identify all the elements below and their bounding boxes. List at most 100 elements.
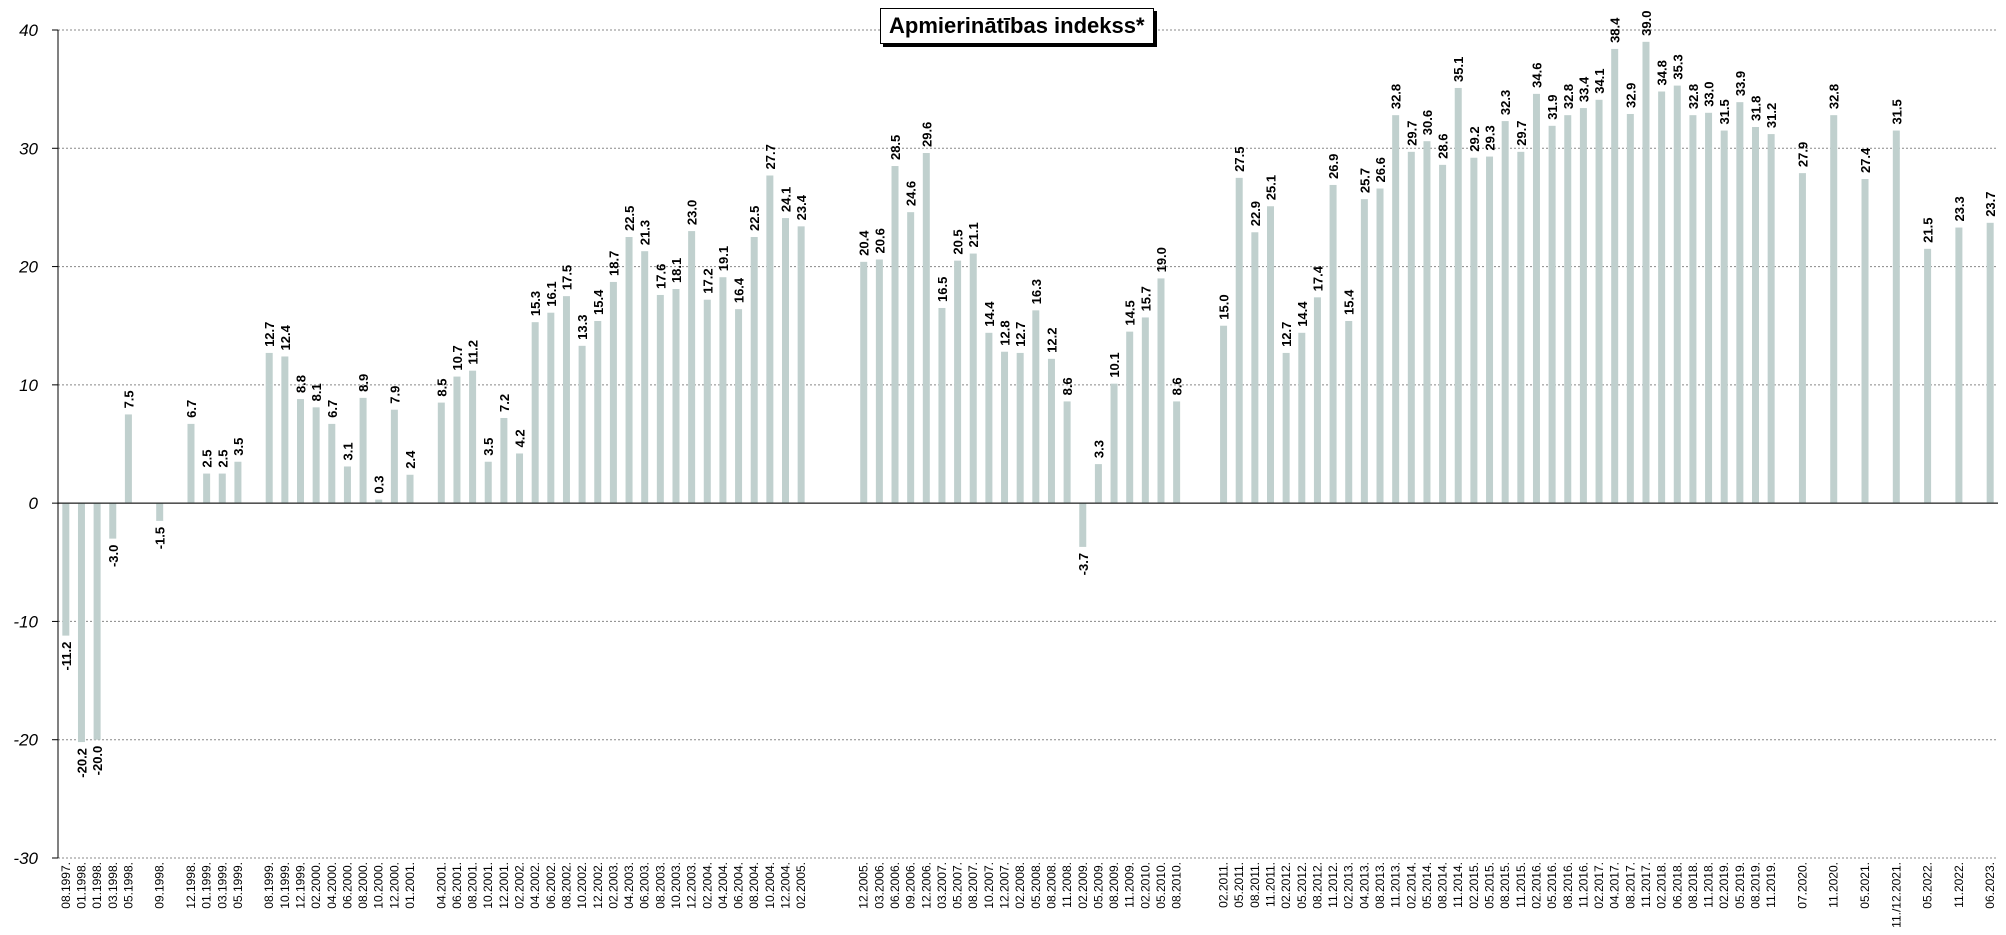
data-label: 21.5 [1921, 218, 1936, 243]
data-label: 12.7 [262, 322, 277, 347]
x-tick-label: 01.1998. [90, 862, 104, 909]
x-tick-label: 11.2018. [1702, 862, 1716, 908]
x-tick-label: 05.2010. [1154, 862, 1168, 909]
data-label: 14.4 [982, 301, 997, 327]
data-label: 12.8 [998, 320, 1013, 345]
x-tick-label: 12.1999. [294, 862, 308, 909]
bar [1345, 320, 1353, 504]
x-tick-label: 02.2004. [700, 862, 714, 909]
bar [1094, 464, 1102, 504]
data-label: 29.7 [1514, 121, 1529, 146]
x-tick-label: 04.2000. [325, 862, 339, 909]
data-label: 2.5 [200, 449, 215, 467]
data-label: 15.4 [1342, 289, 1357, 315]
x-tick-label: 08.2008. [1044, 862, 1058, 909]
bar [1548, 125, 1556, 504]
bar [1705, 112, 1713, 504]
bar [782, 218, 789, 504]
bar [1157, 278, 1165, 504]
x-tick-label: 02.2013. [1342, 862, 1356, 909]
data-label: 32.8 [1561, 84, 1576, 109]
y-tick-label: 20 [18, 258, 38, 277]
data-label: 25.7 [1357, 168, 1372, 193]
x-tick-label: 08.2010. [1170, 862, 1184, 909]
bar [390, 409, 398, 504]
x-tick-label: 05.2016. [1545, 862, 1559, 909]
x-tick-label: 10.2007. [982, 862, 996, 909]
x-tick-label: 12.1998. [184, 862, 198, 909]
data-label: 33.9 [1733, 71, 1748, 96]
data-label: 23.0 [685, 200, 700, 225]
bar [1986, 222, 1994, 504]
bar [688, 231, 696, 504]
y-tick-label: 40 [19, 21, 38, 40]
data-label: 17.4 [1310, 265, 1325, 291]
data-label: 27.5 [1232, 147, 1247, 172]
data-label: 27.9 [1795, 142, 1810, 167]
bar [1313, 297, 1321, 504]
axis-layer: -30 -20 -10 0 10 20 30 40 [13, 21, 1998, 868]
data-label: 8.8 [294, 375, 309, 393]
x-tick-label: 10.2004. [763, 862, 777, 909]
bar [437, 402, 445, 504]
x-tick-label: 10.2003. [669, 862, 683, 909]
bar [656, 294, 664, 504]
x-tick-label: 08.2011. [1248, 862, 1262, 908]
x-tick-label: 12.2004. [779, 862, 793, 909]
y-tick-label: -10 [13, 612, 38, 631]
data-label: 16.4 [732, 277, 747, 303]
x-tick-label: 01.1999. [200, 862, 214, 909]
bar [1689, 115, 1697, 504]
data-label: 29.2 [1467, 126, 1482, 151]
data-label: 15.0 [1217, 294, 1232, 319]
data-label: 15.7 [1138, 286, 1153, 311]
x-tick-label: 08.2018. [1686, 862, 1700, 909]
x-tick-label: 08.1999. [262, 862, 276, 909]
data-label: 24.6 [904, 181, 919, 206]
x-tick-label: 08.2014. [1436, 862, 1450, 909]
bar [1439, 164, 1447, 504]
data-label: 31.5 [1717, 99, 1732, 124]
data-label: 35.3 [1670, 54, 1685, 79]
bar [531, 322, 539, 504]
x-tick-label: 02.2015. [1467, 862, 1481, 909]
data-label: 25.1 [1264, 175, 1279, 200]
x-tick-label: 11.2015. [1514, 862, 1528, 908]
data-label: 8.1 [309, 383, 324, 401]
x-tick-label: 06.2003. [638, 862, 652, 909]
data-label: 23.7 [1983, 191, 1998, 216]
x-tick-label: 02.2005. [794, 862, 808, 909]
x-tick-label: 05.1999. [231, 862, 245, 909]
data-label: 3.5 [231, 438, 246, 456]
x-tick-label: 05.2019. [1733, 862, 1747, 909]
x-tick-label: 05.1998. [121, 862, 135, 909]
data-label: 29.6 [919, 122, 934, 147]
x-tick-label: 05.2014. [1420, 862, 1434, 909]
x-tick-label: 12.2002. [591, 862, 605, 909]
data-label: 18.1 [669, 258, 684, 283]
bar [969, 253, 977, 504]
bar [1798, 173, 1806, 504]
data-label: 26.9 [1326, 154, 1341, 179]
bar [1486, 156, 1494, 504]
x-tick-label: 02.2010. [1138, 862, 1152, 909]
bar [328, 423, 336, 504]
x-tick-label: 05.2021. [1858, 862, 1872, 909]
x-tick-label: 06.2006. [888, 862, 902, 909]
data-label: 2.4 [403, 450, 418, 469]
bar [1501, 121, 1509, 504]
data-label: 20.5 [951, 229, 966, 254]
data-label: -20.0 [90, 746, 105, 776]
bar [1658, 91, 1666, 504]
x-tick-label: 11.2013. [1389, 862, 1403, 908]
bar [1564, 115, 1572, 504]
x-tick-label: 08.2017. [1623, 862, 1637, 909]
data-label: 3.1 [340, 442, 355, 460]
x-tick-label: 11.2008. [1060, 862, 1074, 908]
bar [93, 503, 101, 740]
data-label: 4.2 [513, 429, 528, 447]
bar [1282, 352, 1290, 504]
bar [500, 417, 508, 504]
x-tick-label: 06.2023. [1983, 862, 1997, 909]
x-tick-label: 11.2009. [1123, 862, 1137, 908]
